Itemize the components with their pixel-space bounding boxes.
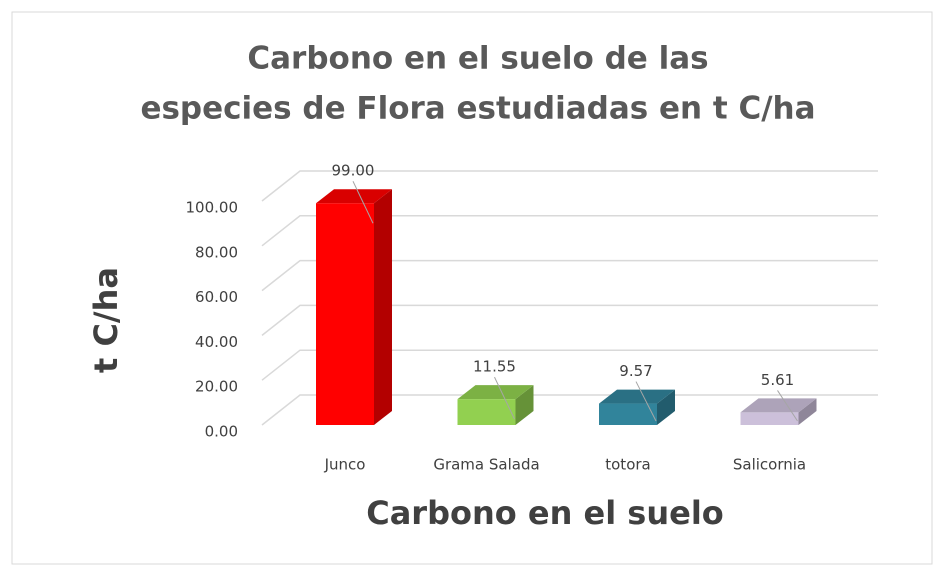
y-tick-label: 80.00 (195, 243, 238, 261)
chart-title: especies de Flora estudiadas en t C/ha (140, 91, 815, 127)
leader-line (352, 181, 374, 224)
y-tick-label: 0.00 (205, 423, 238, 441)
bar-side (374, 189, 392, 425)
grid-line (261, 394, 878, 426)
grid-line (261, 215, 878, 247)
bar (457, 399, 516, 425)
y-tick-label: 20.00 (195, 378, 238, 396)
x-tick-label: Grama Salada (433, 456, 539, 474)
leader-line (494, 376, 515, 420)
bar-top (316, 189, 392, 204)
x-tick-label: Junco (324, 456, 366, 474)
bar-side (798, 398, 817, 425)
x-axis-title: Carbono en el suelo (366, 494, 724, 532)
data-label: 9.57 (619, 362, 652, 380)
x-tick-label: Salicornia (733, 456, 806, 474)
bar (599, 403, 657, 425)
chart-title: Carbono en el suelo de las (247, 41, 708, 77)
bar (740, 412, 799, 425)
grid-line (261, 259, 878, 292)
leader-line (635, 381, 657, 422)
grid-line (261, 304, 878, 336)
bar (316, 203, 374, 425)
x-tick-label: totora (605, 456, 650, 474)
data-label: 11.55 (473, 358, 516, 376)
bar-side (515, 385, 534, 425)
y-tick-label: 100.00 (186, 199, 239, 217)
data-label: 5.61 (761, 371, 794, 389)
y-axis-title: t C/ha (87, 267, 125, 373)
bar-top (599, 389, 675, 404)
chart-frame (11, 11, 933, 565)
bar-side (657, 389, 675, 425)
data-label: 99.00 (332, 162, 375, 180)
y-tick-label: 60.00 (195, 288, 238, 306)
y-tick-label: 40.00 (195, 333, 238, 351)
bar-top (740, 398, 817, 413)
grid-line (261, 170, 878, 202)
grid-line (261, 349, 878, 381)
leader-line (777, 390, 798, 422)
bar-top (457, 385, 534, 400)
